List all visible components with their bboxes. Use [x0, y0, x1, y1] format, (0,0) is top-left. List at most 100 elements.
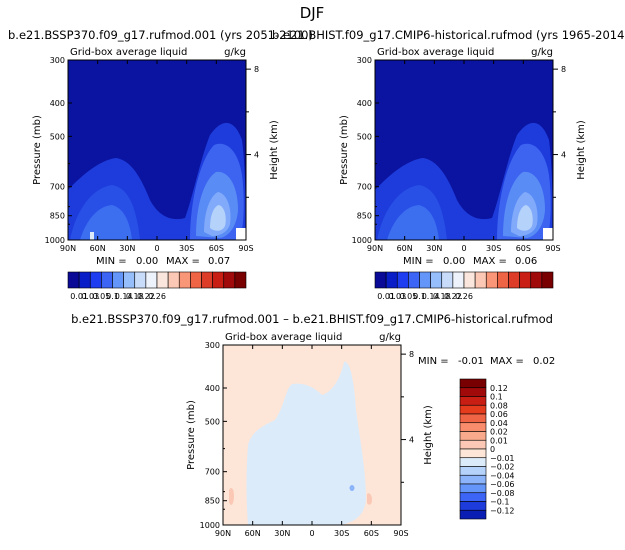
x-tick-label: 30S [486, 244, 501, 253]
colorbar-swatch [463, 271, 476, 289]
colorbar-label: 0.18 [126, 292, 144, 301]
contour-negative [246, 361, 366, 525]
colorbar-swatch [474, 271, 487, 289]
panel-units: g/kg [224, 47, 246, 58]
colorbar-swatch [459, 439, 487, 450]
x-tick-label: 90S [238, 244, 253, 253]
y-axis-label: Pressure (mb) [186, 400, 197, 470]
colorbar-swatch [459, 378, 487, 389]
axes: 90N 60N 30N 0 30S 60S 90S 300 400 500 700 850 1000 8 4 [200, 341, 414, 538]
y-tick-label: 400 [50, 99, 65, 108]
panel-subtitle: Grid-box average liquid [225, 332, 342, 343]
colorbar-difference: 0.120.10.080.060.040.020.010−0.01−0.02−0… [459, 378, 515, 520]
x-tick-label: 60N [397, 244, 413, 253]
colorbar-right: 0.010.030.050.10.140.180.220.26 [374, 271, 554, 301]
missing-data [543, 228, 553, 240]
y2-tick-label: 4 [254, 151, 259, 160]
x-tick-label: 60N [245, 529, 261, 538]
x-tick-label: 0 [309, 529, 314, 538]
min-label: MIN = [403, 256, 434, 267]
contour-level-3 [387, 205, 439, 240]
colorbar-swatch [190, 271, 202, 289]
colorbar-label: 0.06 [490, 410, 508, 419]
panel-subtitle: Grid-box average liquid [377, 47, 494, 58]
colorbar-swatch [530, 271, 543, 289]
max-value: 0.07 [208, 256, 230, 267]
panel-subtitle: Grid-box average liquid [70, 47, 187, 58]
colorbar-swatch [459, 413, 487, 424]
colorbar-swatch [212, 271, 225, 289]
y-tick-label: 500 [205, 417, 220, 426]
contour-positive-spot [367, 493, 372, 505]
colorbar-swatch [459, 457, 487, 467]
y2-axis-label: Height (km) [576, 120, 587, 180]
y-tick-label: 300 [205, 341, 220, 350]
colorbar-label: 0.02 [490, 428, 508, 437]
colorbar-swatch [459, 422, 487, 432]
colorbar-label: −0.01 [490, 454, 515, 463]
min-value: -0.01 [458, 356, 484, 367]
colorbar-label: 0.1 [490, 393, 503, 402]
x-tick-label: 60S [516, 244, 531, 253]
colorbar-label: 0.22 [137, 292, 155, 301]
colorbar-label: 0.14 [115, 292, 133, 301]
x-tick-label: 30S [334, 529, 349, 538]
y2-axis-label: Height (km) [423, 405, 434, 465]
x-tick-label: 90S [545, 244, 560, 253]
contour-level-5 [517, 205, 533, 231]
axes: 90N 60N 30N 0 30S 60S 90S 300 400 500 700 850 1000 8 4 [45, 56, 259, 253]
contour-level-3 [80, 205, 132, 240]
y-tick-label: 1000 [45, 236, 65, 245]
colorbar-swatch [430, 271, 443, 289]
colorbar-swatch [396, 271, 409, 289]
x-tick-label: 0 [154, 244, 159, 253]
colorbar-label: 0.26 [455, 292, 473, 301]
min-label: MIN = [96, 256, 127, 267]
colorbar-label: −0.12 [490, 506, 515, 515]
colorbar-swatch [459, 509, 487, 520]
x-tick-label: 30N [274, 529, 290, 538]
colorbar-label: 0.05 [399, 292, 417, 301]
max-label: MAX = [166, 256, 200, 267]
max-label: MAX = [490, 356, 524, 367]
colorbar-label: 0.22 [444, 292, 462, 301]
colorbar-swatch [156, 271, 169, 289]
panel-title: b.e21.BHIST.f09_g17.CMIP6-historical.ruf… [272, 28, 625, 42]
y-tick-label: 300 [357, 56, 372, 65]
x-tick-label: 90N [60, 244, 76, 253]
colorbar-swatch [178, 271, 191, 289]
colorbar-swatch [441, 271, 454, 289]
colorbar-swatch [459, 387, 487, 397]
colorbar-label: 0.05 [92, 292, 110, 301]
y2-tick-label: 8 [561, 65, 566, 74]
panel-historical: b.e21.BHIST.f09_g17.CMIP6-historical.ruf… [272, 28, 625, 267]
y-tick-label: 400 [205, 384, 220, 393]
y-tick-label: 1000 [200, 521, 220, 530]
colorbar-swatch [541, 271, 554, 289]
panel-units: g/kg [379, 332, 401, 343]
x-tick-label: 90S [393, 529, 408, 538]
min-value: 0.00 [136, 256, 158, 267]
y-tick-label: 400 [357, 99, 372, 108]
max-value: 0.02 [533, 356, 555, 367]
x-tick-label: 30N [119, 244, 135, 253]
colorbar-label: 0.03 [388, 292, 406, 301]
y-axis-label: Pressure (mb) [339, 115, 350, 185]
min-value: 0.00 [443, 256, 465, 267]
colorbar-swatch [459, 501, 487, 511]
colorbar-label: 0.1 [413, 292, 426, 301]
panel-ssp370: b.e21.BSSP370.f09_g17.rufmod.001 (yrs 20… [8, 28, 313, 267]
colorbar-swatch [419, 271, 431, 289]
y2-axis-label: Height (km) [269, 120, 280, 180]
colorbar-left: 0.010.030.050.10.140.180.220.26 [67, 271, 247, 301]
colorbar-label: 0.03 [81, 292, 99, 301]
colorbar-swatch [145, 271, 158, 289]
y-tick-label: 850 [50, 212, 65, 221]
colorbar-swatch [459, 404, 487, 415]
colorbar-swatch [101, 271, 113, 289]
y2-tick-label: 8 [409, 350, 414, 359]
colorbar-label: 0.04 [490, 419, 508, 428]
colorbar-label: 0.08 [490, 401, 508, 410]
colorbar-swatch [223, 271, 236, 289]
